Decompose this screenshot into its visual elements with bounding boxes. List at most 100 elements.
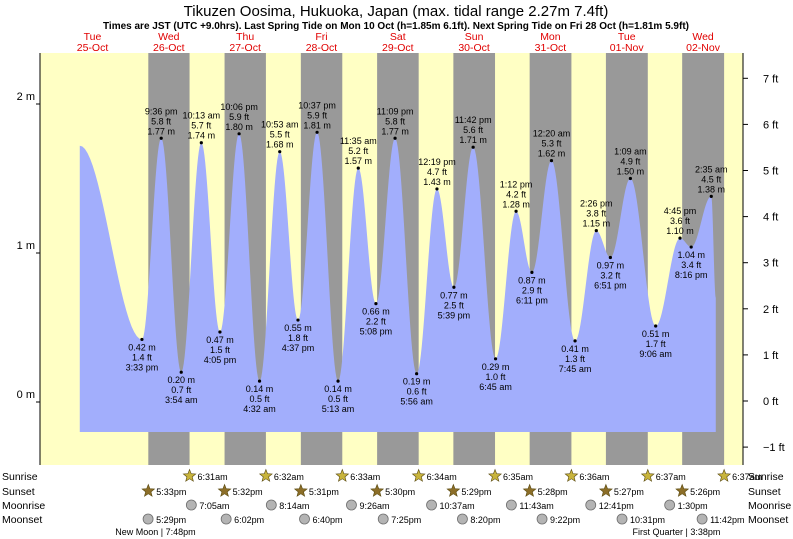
day-name: Mon (540, 31, 561, 43)
day-labels: Tue25-OctWed26-OctThu27-OctFri28-OctSat2… (77, 31, 721, 54)
sunrise-event: 6:37am (717, 468, 762, 482)
sunset-event: 5:32pm (217, 483, 263, 497)
day-name: Sun (465, 31, 484, 43)
tide-label: 0.14 m (324, 384, 352, 394)
moon-phase-label: First Quarter | 3:38pm (633, 527, 721, 537)
high-tide: 11:42 pm5.6 ft1.71 m (455, 115, 492, 149)
sun-icon (411, 468, 426, 482)
sunrise-event: 6:35am (488, 468, 533, 482)
day-date: 27-Oct (229, 42, 261, 54)
high-tide: 12:20 am5.3 ft1.62 m (533, 129, 570, 163)
moonrise-event: 7:05am (185, 499, 229, 511)
tide-label: 0.97 m (597, 260, 625, 270)
moonrise-event: 9:26am (346, 499, 389, 511)
high-tide: 10:53 am5.5 ft1.68 m (261, 120, 299, 154)
sunset-time: 5:31pm (309, 487, 339, 497)
tide-label: 12:19 pm (418, 157, 456, 167)
tide-label: 3.2 ft (600, 270, 621, 280)
row-label-left: Moonrise (2, 500, 45, 512)
moonset-time: 6:40pm (313, 515, 343, 525)
tide-label: 4:32 am (243, 404, 276, 414)
moon-icon (346, 499, 357, 511)
tide-point (493, 357, 498, 361)
tide-label: 2:35 am (695, 164, 728, 174)
moon-icon (265, 499, 277, 511)
moonset-time: 5:29pm (156, 515, 186, 525)
tide-label: 1.74 m (188, 131, 216, 141)
tide-label: 5.3 ft (541, 139, 562, 149)
y-tick-label: 0 m (17, 389, 35, 401)
tide-point (628, 176, 632, 181)
moonrise-time: 12:41pm (599, 501, 634, 511)
row-label-right: Sunset (748, 486, 781, 498)
row-label-right: Moonrise (748, 500, 791, 512)
tide-label: 4.5 ft (701, 174, 722, 184)
high-tide: 9:36 pm5.8 ft1.77 m (145, 106, 177, 140)
tide-point (654, 324, 658, 328)
moon-icon (299, 513, 310, 525)
tide-point (296, 318, 300, 322)
tide-label: 1.38 m (698, 184, 726, 194)
tide-label: 4.2 ft (506, 189, 527, 199)
moon-icon (536, 513, 548, 525)
sun-icon (640, 468, 655, 482)
day-date: 29-Oct (382, 42, 414, 54)
moon-icon (220, 513, 232, 525)
plot-area: 0.42 m1.4 ft3:33 pm9:36 pm5.8 ft1.77 m0.… (40, 53, 743, 465)
low-tide: 0.55 m1.8 ft4:37 pm (282, 318, 314, 353)
tide-label: 1.15 m (583, 219, 611, 229)
sunrise-event: 6:31am (182, 468, 228, 482)
tide-point (689, 245, 693, 249)
sunset-time: 5:27pm (614, 487, 644, 497)
tide-label: 0.29 m (482, 362, 510, 372)
sun-icon (141, 483, 156, 497)
day-date: 02-Nov (686, 42, 721, 54)
tide-point (452, 285, 456, 289)
sun-icon (293, 483, 308, 497)
moonrise-event: 10:37am (426, 499, 475, 511)
sun-icon (598, 483, 613, 497)
tide-label: 2:26 pm (580, 199, 613, 209)
y-tick-label: 1 m (17, 240, 35, 252)
tide-point (594, 229, 598, 233)
tide-label: 1:12 pm (500, 179, 533, 189)
sunrise-time: 6:31am (198, 472, 228, 482)
sun-icon (370, 483, 385, 497)
high-tide: 1:12 pm4.2 ft1.28 m (500, 179, 533, 213)
row-label-right: Moonset (748, 514, 788, 526)
moon-icon (696, 513, 708, 525)
day-date: 28-Oct (306, 42, 338, 54)
tide-label: 5.7 ft (191, 121, 212, 131)
tide-label: 3.4 ft (681, 260, 702, 270)
astronomy-rows: Sunrise Sunrise Sunset Sunset Moonrise Moonri… (2, 468, 791, 537)
moonset-event: 7:25pm (377, 513, 421, 525)
right-axis-bg (743, 53, 793, 465)
moon-icon (457, 513, 468, 525)
tide-label: 11:09 pm (377, 106, 414, 116)
day-name: Sat (390, 31, 406, 43)
sun-icon (217, 483, 232, 497)
moon-icon (426, 499, 437, 511)
sunrise-time: 6:35am (503, 472, 533, 482)
high-tide: 10:13 am5.7 ft1.74 m (183, 111, 220, 145)
sunrise-time: 6:37am (732, 472, 762, 482)
sunset-time: 5:33pm (156, 487, 186, 497)
y-axis-meters: 0 m 1 m 2 m (17, 53, 41, 465)
moonrise-event: 12:41pm (585, 499, 634, 511)
tide-label: 0.14 m (246, 384, 274, 394)
tide-label: 5.8 ft (385, 116, 406, 126)
chart-title: Tikuzen Oosima, Hukuoka, Japan (max. tid… (184, 3, 609, 20)
moonrise-time: 10:37am (440, 501, 475, 511)
sun-icon (258, 468, 273, 482)
low-tide: 0.14 m0.5 ft5:13 am (322, 379, 355, 414)
tide-point (514, 209, 518, 213)
row-label-left: Moonset (2, 514, 42, 526)
tide-label: 5:13 am (322, 404, 355, 414)
day-name: Tue (84, 31, 102, 43)
tide-label: 3:54 am (165, 395, 198, 405)
sunrise-event: 6:34am (411, 468, 457, 482)
tide-label: 0.5 ft (328, 394, 349, 404)
tide-label: 4:45 pm (664, 206, 697, 216)
low-tide: 0.41 m1.3 ft7:45 am (559, 339, 591, 374)
moon-phase-label: New Moon | 7:48pm (115, 527, 195, 537)
